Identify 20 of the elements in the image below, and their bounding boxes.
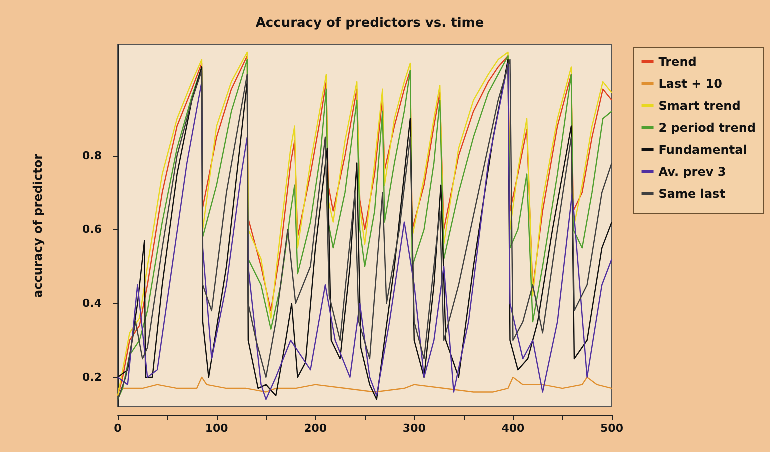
y-tick-label: 0.4 <box>82 297 102 310</box>
chart-title: Accuracy of predictors vs. time <box>256 16 484 31</box>
x-tick-label: 100 <box>205 422 229 435</box>
x-tick-label: 500 <box>600 422 624 435</box>
y-tick-label: 0.6 <box>82 223 102 236</box>
y-tick-label: 0.8 <box>82 149 102 162</box>
x-tick-label: 200 <box>304 422 328 435</box>
x-tick-label: 0 <box>114 422 122 435</box>
legend-label: Fundamental <box>658 143 748 157</box>
legend-label: Av. prev 3 <box>658 165 726 179</box>
y-axis-title: accuracy of predictor <box>31 154 45 298</box>
line-series <box>117 376 613 393</box>
y-tick-label: 0.2 <box>82 370 102 384</box>
legend-label: Trend <box>658 55 697 69</box>
x-tick-label: 400 <box>502 422 526 435</box>
x-tick-label: 300 <box>402 422 426 435</box>
legend-label: Same last <box>658 187 726 201</box>
legend-label: Last + 10 <box>658 77 723 91</box>
legend-label: Smart trend <box>658 99 741 113</box>
legend-label: 2 period trend <box>658 121 756 135</box>
